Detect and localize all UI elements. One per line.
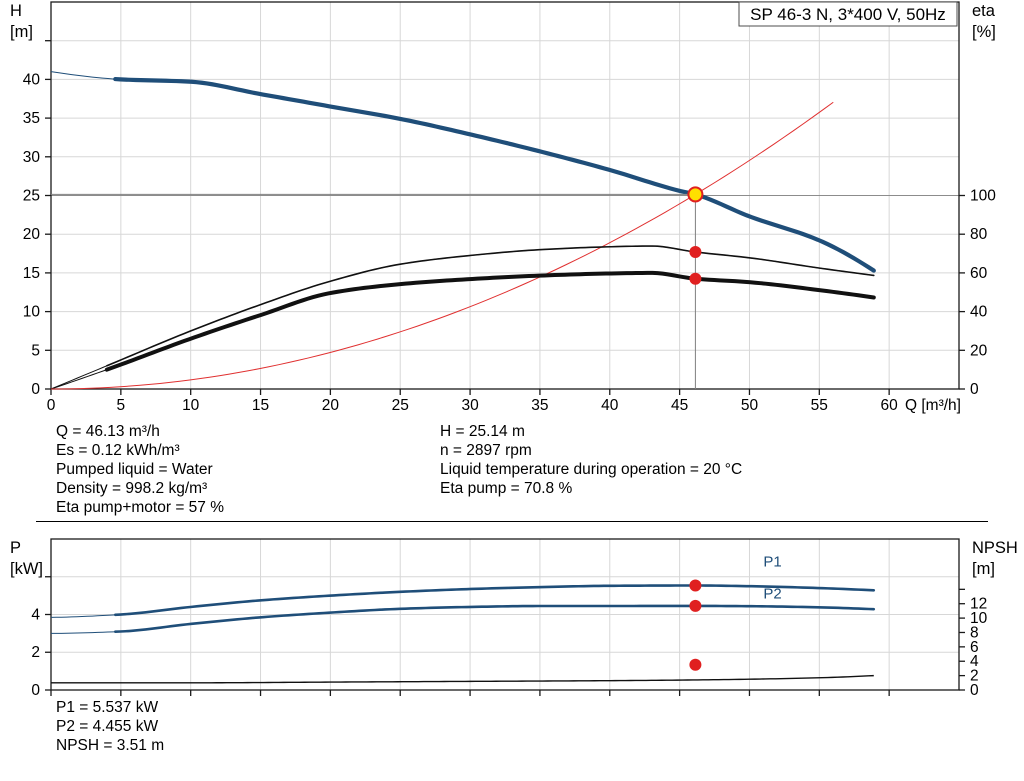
- svg-text:2: 2: [31, 644, 40, 661]
- svg-text:12: 12: [970, 596, 987, 613]
- svg-text:[kW]: [kW]: [10, 560, 43, 578]
- svg-text:[m]: [m]: [10, 23, 33, 41]
- svg-text:0: 0: [31, 682, 40, 699]
- svg-text:0: 0: [47, 397, 56, 414]
- svg-text:10: 10: [182, 397, 200, 414]
- svg-text:10: 10: [23, 304, 41, 321]
- svg-text:25: 25: [23, 188, 40, 205]
- svg-text:35: 35: [531, 397, 548, 414]
- svg-text:40: 40: [23, 71, 41, 88]
- svg-text:20: 20: [23, 226, 41, 243]
- svg-text:4: 4: [31, 607, 40, 624]
- svg-text:NPSH: NPSH: [972, 539, 1018, 557]
- svg-text:55: 55: [811, 397, 828, 414]
- svg-text:0: 0: [31, 381, 40, 398]
- svg-text:35: 35: [23, 110, 40, 127]
- svg-text:50: 50: [741, 397, 759, 414]
- svg-text:0: 0: [970, 381, 979, 398]
- svg-text:60: 60: [881, 397, 899, 414]
- svg-text:45: 45: [671, 397, 688, 414]
- svg-text:H: H: [10, 2, 22, 20]
- svg-text:eta: eta: [972, 2, 996, 20]
- svg-text:40: 40: [601, 397, 619, 414]
- svg-text:20: 20: [970, 342, 988, 359]
- svg-text:Q [m³/h]: Q [m³/h]: [905, 397, 961, 414]
- svg-text:20: 20: [322, 397, 340, 414]
- svg-text:5: 5: [31, 342, 40, 359]
- svg-text:15: 15: [252, 397, 269, 414]
- svg-text:5: 5: [117, 397, 126, 414]
- svg-text:80: 80: [970, 226, 988, 243]
- svg-text:100: 100: [970, 188, 996, 205]
- svg-text:P: P: [10, 539, 21, 557]
- svg-text:30: 30: [23, 149, 41, 166]
- svg-text:25: 25: [392, 397, 409, 414]
- svg-text:SP 46-3 N, 3*400 V, 50Hz: SP 46-3 N, 3*400 V, 50Hz: [750, 5, 946, 24]
- svg-text:30: 30: [461, 397, 479, 414]
- svg-text:60: 60: [970, 265, 988, 282]
- svg-text:15: 15: [23, 265, 40, 282]
- svg-text:40: 40: [970, 304, 988, 321]
- svg-text:[%]: [%]: [972, 23, 996, 41]
- svg-text:P1: P1: [763, 553, 781, 570]
- svg-text:[m]: [m]: [972, 560, 995, 578]
